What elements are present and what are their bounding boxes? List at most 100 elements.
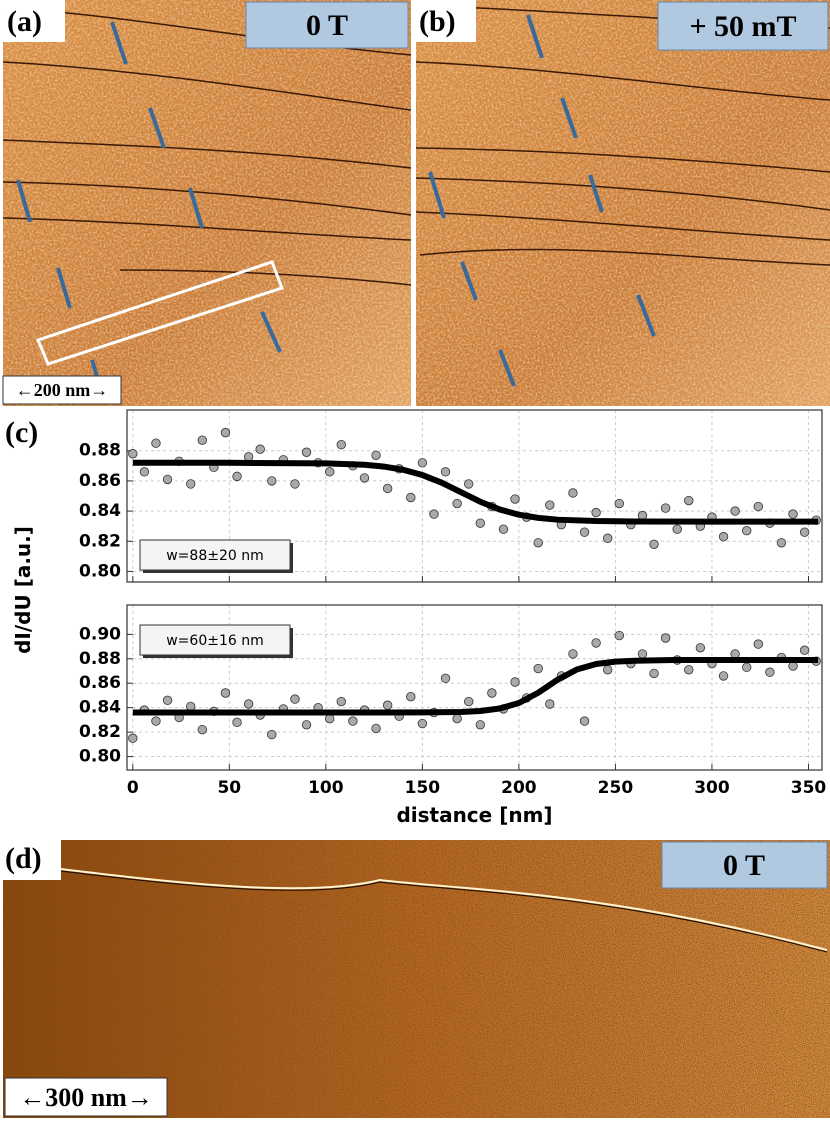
panel-label: (c)	[5, 416, 38, 449]
data-point	[649, 539, 659, 549]
field-label: + 50 mT	[689, 10, 796, 43]
data-point	[568, 649, 578, 659]
data-point	[742, 662, 752, 673]
image-texture	[3, 0, 411, 406]
field-box	[245, 1, 409, 49]
image-texture	[416, 0, 830, 406]
data-point	[301, 720, 312, 730]
data-point	[267, 729, 277, 740]
data-point	[139, 467, 150, 477]
data-point	[464, 479, 474, 489]
data-point	[799, 645, 810, 655]
data-point	[452, 713, 462, 724]
data-point	[255, 444, 265, 454]
data-point	[151, 438, 161, 448]
annotation: w=60±16 nm	[166, 633, 264, 649]
markers	[16, 21, 282, 381]
fit-curve	[132, 657, 819, 716]
data-point	[267, 476, 277, 486]
data-point	[440, 673, 451, 684]
data-point	[776, 538, 787, 548]
field-box	[661, 841, 828, 889]
data-point	[325, 713, 335, 724]
x-tick-label: 250	[598, 778, 634, 798]
field-label: 0 T	[306, 9, 348, 42]
field-box	[657, 1, 829, 51]
data-point	[232, 471, 242, 482]
data-point	[730, 649, 740, 659]
plot-frame	[126, 604, 823, 771]
data-point	[730, 506, 740, 516]
data-point	[579, 716, 590, 726]
markers	[428, 14, 656, 387]
data-point	[128, 449, 138, 459]
data-point	[718, 671, 729, 681]
data-point	[660, 503, 671, 513]
y-tick-label: 0.88	[79, 649, 121, 669]
data-point	[753, 639, 763, 649]
data-point	[649, 668, 659, 679]
panel-d: (d) 0 T ←300 nm→	[2, 840, 830, 1118]
data-point	[614, 630, 624, 641]
data-point	[406, 492, 416, 503]
annotation-box	[139, 624, 291, 656]
data-point	[637, 649, 648, 659]
data-point	[568, 488, 578, 498]
data-point	[197, 435, 207, 445]
profile-box	[35, 260, 284, 366]
data-point	[487, 688, 497, 698]
data-point	[742, 526, 752, 536]
data-point	[128, 733, 138, 743]
data-point	[753, 501, 763, 512]
data-point	[336, 696, 346, 707]
annotation: w=88±20 nm	[166, 548, 264, 564]
data-point	[510, 494, 520, 504]
panel-b: (b) + 50 mT	[415, 0, 830, 406]
y-tick-label: 0.80	[79, 561, 121, 581]
data-point	[371, 723, 381, 734]
annotation-box	[139, 539, 291, 571]
data-point	[591, 507, 601, 518]
scale-bar: ←300 nm→	[19, 1083, 153, 1112]
x-tick-label: 350	[791, 778, 827, 798]
data-point	[695, 643, 706, 653]
data-point	[533, 663, 543, 674]
scale-box	[4, 1077, 168, 1117]
x-tick-label: 50	[217, 778, 241, 798]
x-axis-label: distance [nm]	[396, 803, 552, 827]
data-point	[382, 483, 393, 494]
data-point	[336, 440, 346, 450]
fit-curve	[132, 459, 819, 525]
step-edge	[2, 861, 828, 951]
y-tick-label: 0.86	[79, 471, 121, 491]
data-point	[243, 452, 254, 462]
data-point	[510, 677, 520, 687]
x-tick-label: 100	[308, 778, 344, 798]
data-point	[325, 467, 335, 477]
data-point	[197, 724, 207, 735]
data-point	[464, 696, 474, 707]
data-point	[765, 667, 775, 677]
data-point	[162, 474, 173, 485]
data-point	[684, 495, 694, 506]
data-point	[498, 524, 509, 534]
data-point	[684, 665, 694, 675]
plot-frame	[126, 409, 823, 583]
data-point	[220, 427, 231, 438]
data-point	[151, 716, 161, 726]
data-point	[672, 524, 682, 534]
x-tick-label: 200	[501, 778, 537, 798]
data-point	[162, 695, 173, 706]
data-point	[290, 479, 300, 489]
panel-label: (b)	[419, 5, 456, 38]
step-edge	[2, 863, 828, 953]
label-bg	[416, 0, 476, 42]
scale-bar: ←200 nm→	[16, 380, 109, 400]
x-tick-label: 0	[127, 778, 139, 798]
data-point	[660, 633, 671, 643]
data-point	[243, 699, 254, 709]
y-tick-label: 0.86	[79, 673, 121, 693]
data-point	[429, 509, 439, 519]
panel-label: (a)	[7, 5, 42, 38]
